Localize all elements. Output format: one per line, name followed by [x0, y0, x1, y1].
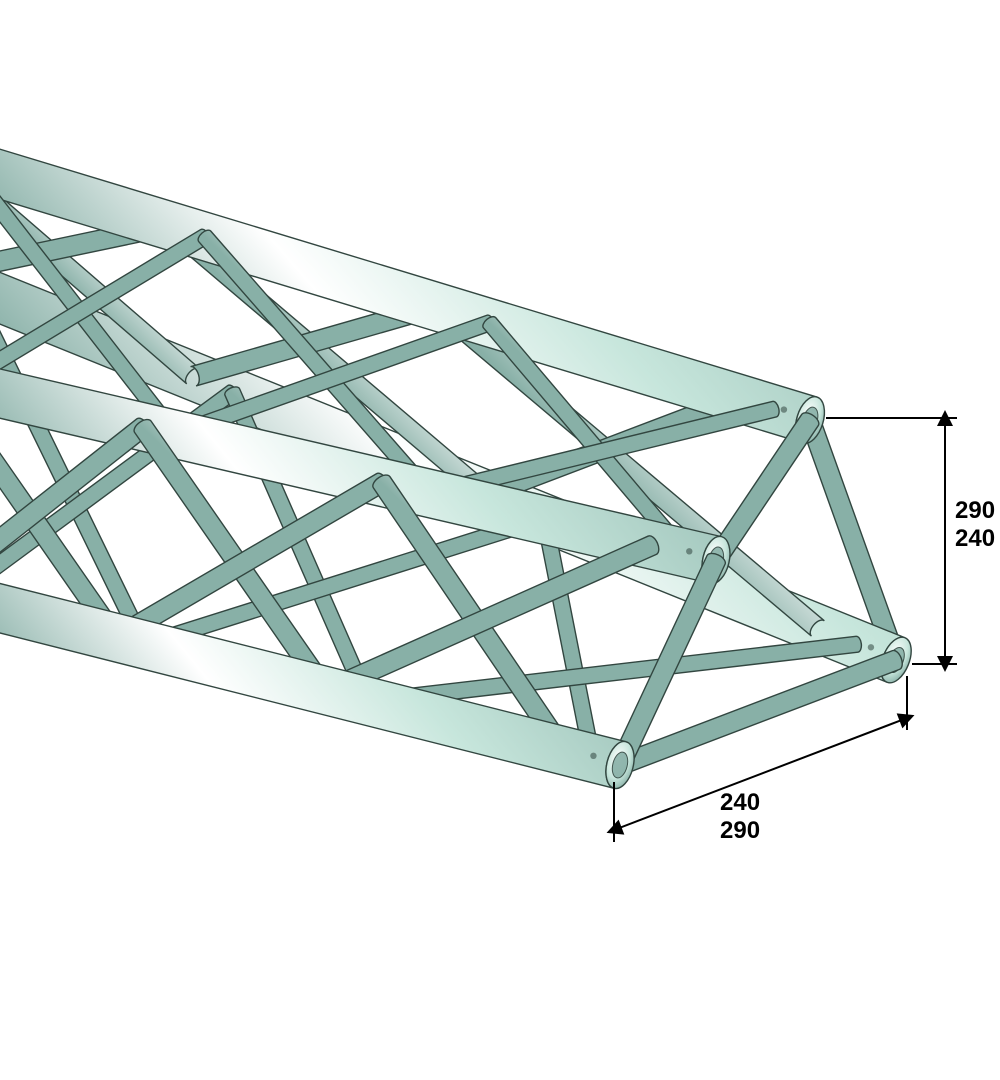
dim-vert-inner: 240 [955, 525, 995, 552]
dim-horz-outer: 290 [720, 817, 760, 844]
dim-horz-inner: 240 [720, 789, 760, 816]
dim-vert-outer: 290 [955, 497, 995, 524]
